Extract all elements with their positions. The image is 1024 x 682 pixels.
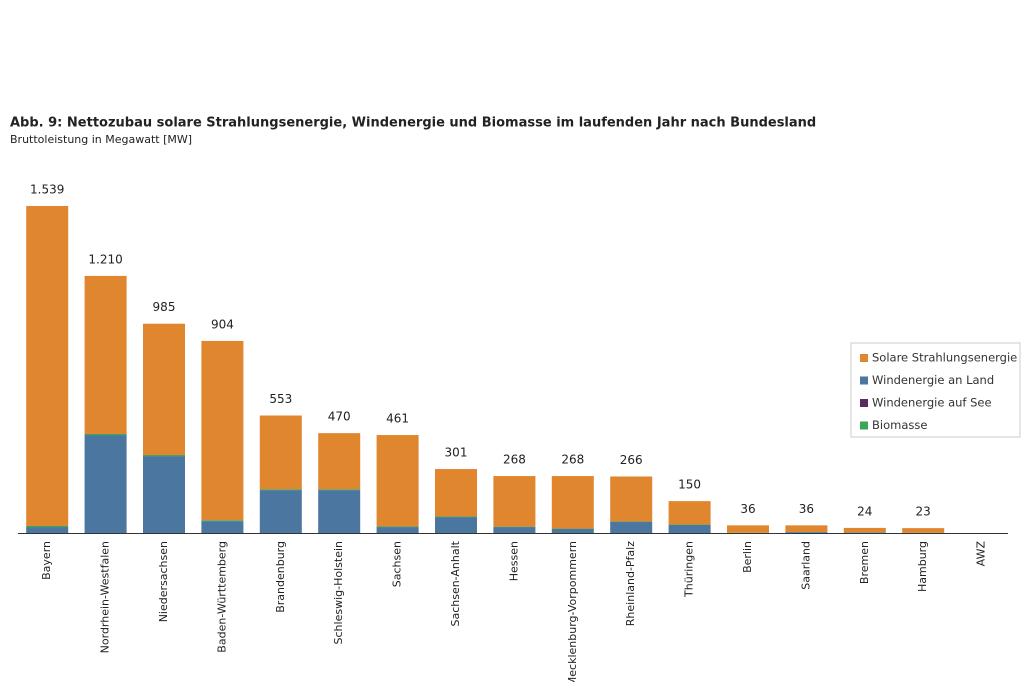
total-label: 150	[678, 478, 701, 492]
x-tick-label: Sachsen-Anhalt	[449, 540, 462, 626]
x-tick-label: Niedersachsen	[157, 541, 170, 622]
bar-segment	[902, 528, 945, 533]
bar-segment	[201, 340, 244, 521]
legend-swatch	[860, 376, 868, 385]
bar-segment	[435, 517, 477, 533]
x-tick-label: Bremen	[858, 541, 871, 584]
bar-segment	[785, 532, 828, 533]
total-label: 24	[857, 504, 872, 518]
bar-segment	[84, 433, 127, 436]
total-label: 36	[799, 502, 814, 516]
bar-segment	[376, 435, 419, 527]
legend-swatch	[860, 421, 868, 430]
legend-swatch	[860, 354, 868, 362]
legend-box	[850, 342, 1021, 438]
x-tick-label: Rheinland-Pfalz	[624, 541, 637, 626]
x-tick-label: Saarland	[799, 541, 812, 590]
total-label: 461	[386, 412, 409, 426]
bar-segment	[610, 521, 653, 533]
bar-segment	[551, 528, 594, 533]
bar-segment	[26, 206, 69, 526]
total-label: 268	[561, 453, 584, 467]
chart-title: Abb. 9: Nettozubau solare Strahlungsener…	[10, 116, 816, 131]
x-tick-label: Hessen	[507, 541, 520, 581]
total-label: 1.210	[88, 252, 122, 266]
total-label: 23	[916, 505, 931, 519]
bar-segment	[84, 435, 127, 533]
x-tick-label: Hamburg	[916, 541, 929, 592]
total-label: 301	[445, 446, 468, 460]
legend-swatch	[860, 399, 868, 407]
x-tick-label: Berlin	[741, 541, 754, 573]
total-label: 470	[328, 410, 351, 424]
x-tick-label: Mecklenburg-Vorpommern	[566, 541, 579, 682]
bar-segment	[668, 524, 711, 533]
bar-segment	[493, 476, 536, 527]
total-label: 268	[503, 453, 526, 467]
total-label: 36	[740, 502, 755, 516]
total-label: 553	[269, 392, 292, 406]
x-tick-label: Nordrhein-Westfalen	[99, 541, 112, 653]
legend-label: Solare Strahlungsenergie	[872, 351, 1017, 365]
bar-segment	[259, 489, 302, 491]
x-tick-label: Brandenburg	[274, 541, 287, 613]
x-tick-label: Thüringen	[683, 541, 696, 598]
bar-segment	[435, 469, 477, 517]
bar-segment	[376, 526, 419, 528]
bar-segment	[26, 525, 69, 528]
bar-segment	[318, 489, 361, 491]
bar-segment	[785, 525, 828, 532]
bar-segment	[493, 527, 536, 533]
bar-segment	[376, 527, 419, 533]
bar-segment	[84, 275, 127, 434]
bar-segment	[26, 527, 69, 533]
bar-segment	[843, 527, 886, 533]
x-tick-label: AWZ	[975, 541, 988, 567]
bar-segment	[143, 456, 185, 533]
bar-segment	[259, 490, 302, 533]
total-label: 904	[211, 317, 234, 331]
bar-segment	[201, 520, 244, 522]
x-tick-label: Schleswig-Holstein	[332, 541, 345, 644]
legend-label: Windenergie auf See	[872, 396, 992, 410]
total-label: 985	[153, 300, 176, 314]
bar-segment	[668, 501, 711, 525]
legend-label: Windenergie an Land	[872, 373, 994, 387]
bar-segment	[259, 415, 302, 490]
legend-label: Biomasse	[872, 418, 927, 432]
bar-segment	[551, 476, 594, 529]
total-label: 1.539	[30, 183, 64, 197]
x-tick-label: Bayern	[40, 541, 53, 580]
bar-segment	[143, 455, 185, 457]
bar-segment	[435, 516, 477, 518]
x-tick-label: Baden-Württemberg	[215, 541, 228, 653]
bar-segment	[318, 490, 361, 533]
total-label: 266	[620, 453, 643, 467]
bar-segment	[318, 433, 361, 490]
chart-subtitle: Bruttoleistung in Megawatt [MW]	[10, 133, 192, 146]
x-tick-label: Sachsen	[391, 541, 404, 587]
bar-segment	[610, 476, 653, 522]
bar-segment	[727, 525, 769, 533]
bar-segment	[201, 521, 244, 533]
bar-segment	[143, 323, 185, 456]
